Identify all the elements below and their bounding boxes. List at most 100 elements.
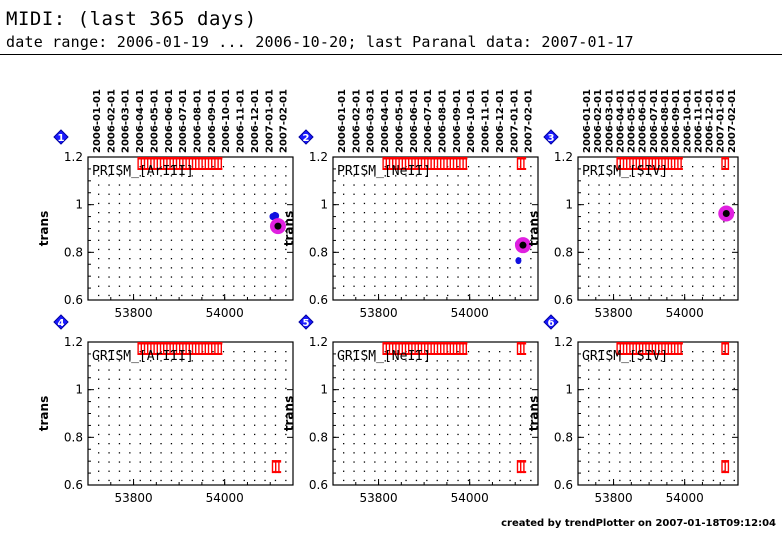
grid-dot: [202, 267, 204, 269]
grid-dot: [212, 239, 214, 241]
grid-dot: [530, 258, 532, 260]
grid-dot: [191, 267, 193, 269]
grid-dot: [436, 193, 438, 195]
grid-dot: [478, 415, 480, 417]
grid-dot: [702, 378, 704, 380]
grid-dot: [499, 221, 501, 223]
grid-dot: [212, 221, 214, 223]
grid-dot: [478, 166, 480, 168]
grid-dot: [98, 387, 100, 390]
top-date-tick-label: 2006-07-01: [178, 89, 189, 153]
grid-dot: [426, 285, 428, 287]
grid-dot: [222, 276, 225, 278]
grid-dot: [118, 285, 121, 287]
grid-dot: [640, 184, 642, 186]
grid-dot: [222, 248, 225, 251]
grid-dot: [733, 387, 735, 390]
grid-dot: [160, 452, 162, 454]
grid-dot: [519, 424, 522, 426]
grid-dot: [619, 415, 621, 417]
grid-dot: [415, 175, 418, 177]
grid-dot: [692, 360, 694, 362]
page-title: MIDI: (last 365 days): [6, 8, 257, 30]
grid-dot: [363, 166, 366, 168]
grid-dot: [264, 258, 266, 260]
grid-dot: [509, 397, 511, 399]
grid-dot: [191, 479, 193, 482]
y-tick-label: 0.6: [309, 478, 328, 492]
grid-dot: [692, 406, 694, 408]
panel-badge-icon: [298, 314, 314, 330]
panel-badge-icon: [543, 129, 559, 145]
grid-dot: [139, 202, 141, 205]
grid-dot: [488, 470, 490, 472]
grid-dot: [139, 360, 141, 362]
grid-dot: [588, 184, 590, 186]
grid-dot: [509, 294, 511, 297]
grid-dot: [712, 415, 715, 417]
grid-dot: [118, 248, 121, 251]
grid-dot: [353, 415, 355, 417]
grid-dot: [671, 387, 673, 390]
grid-dot: [222, 267, 225, 269]
grid-dot: [598, 360, 600, 362]
grid-dot: [519, 202, 522, 205]
grid-dot: [212, 397, 214, 399]
top-date-tick-label: 2006-07-01: [423, 89, 434, 153]
grid-dot: [384, 461, 386, 463]
top-date-tick-label: 2006-12-01: [495, 89, 506, 153]
grid-dot: [285, 443, 287, 445]
grid-dot: [129, 285, 131, 287]
grid-dot: [650, 202, 652, 205]
grid-dot: [108, 193, 110, 195]
grid-dot: [712, 202, 715, 205]
grid-dot: [405, 239, 407, 241]
y-tick-label: 0.6: [64, 293, 83, 307]
grid-dot: [436, 406, 438, 408]
grid-dot: [519, 360, 522, 362]
grid-dot: [650, 479, 652, 482]
grid-dot: [285, 470, 287, 472]
grid-dot: [243, 424, 245, 426]
grid-dot: [233, 351, 235, 353]
grid-dot: [733, 406, 735, 408]
grid-dot: [212, 267, 214, 269]
grid-dot: [436, 221, 438, 223]
grid-dot: [712, 221, 715, 223]
grid-dot: [681, 424, 683, 426]
grid-dot: [363, 470, 366, 472]
grid-dot: [374, 424, 376, 426]
grid-dot: [588, 258, 590, 260]
grid-dot: [702, 258, 704, 260]
grid-dot: [233, 470, 235, 472]
grid-dot: [98, 406, 100, 408]
grid-dot: [233, 248, 235, 251]
grid-dot: [274, 239, 277, 241]
grid-dot: [222, 239, 225, 241]
grid-dot: [202, 258, 204, 260]
grid-dot: [170, 285, 173, 287]
grid-dot: [660, 461, 663, 463]
grid-dot: [139, 452, 141, 454]
grid-dot: [629, 276, 631, 278]
grid-dot: [374, 184, 376, 186]
grid-dot: [191, 248, 193, 251]
grid-dot: [467, 424, 470, 426]
grid-dot: [650, 433, 652, 436]
grid-dot: [160, 258, 162, 260]
grid-dot: [384, 294, 386, 297]
top-date-tick-label: 2006-11-01: [693, 89, 704, 153]
grid-dot: [519, 267, 522, 269]
grid-dot: [650, 387, 652, 390]
y-tick-label: 0.6: [554, 293, 573, 307]
grid-dot: [457, 258, 459, 260]
grid-dot: [467, 212, 470, 214]
grid-dot: [170, 221, 173, 223]
grid-dot: [660, 202, 663, 205]
grid-dot: [436, 175, 438, 177]
grid-dot: [274, 175, 277, 177]
grid-dot: [170, 294, 173, 297]
grid-dot: [702, 360, 704, 362]
grid-dot: [660, 424, 663, 426]
grid-dot: [660, 415, 663, 417]
